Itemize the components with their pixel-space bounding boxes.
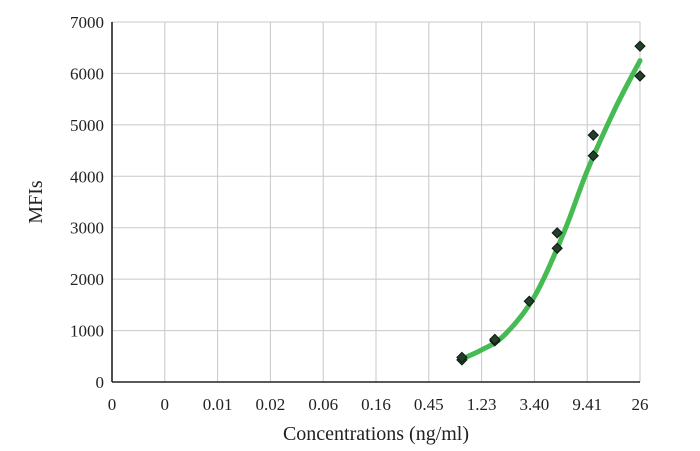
x-tick-label: 0.01 xyxy=(203,395,233,414)
x-tick-label: 0.45 xyxy=(414,395,444,414)
data-point xyxy=(634,40,646,52)
data-point xyxy=(551,227,563,239)
y-tick-labels: 0 1000 2000 3000 4000 5000 6000 7000 xyxy=(70,13,104,392)
y-tick-label: 3000 xyxy=(70,219,104,238)
x-tick-label: 9.41 xyxy=(572,395,602,414)
y-tick-label: 4000 xyxy=(70,167,104,186)
x-tick-label: 3.40 xyxy=(520,395,550,414)
x-axis-title: Concentrations (ng/ml) xyxy=(283,423,469,445)
x-tick-label: 1.23 xyxy=(467,395,497,414)
x-tick-label: 0.16 xyxy=(361,395,391,414)
x-tick-label: 26 xyxy=(632,395,649,414)
data-point xyxy=(587,129,599,141)
y-tick-label: 6000 xyxy=(70,64,104,83)
data-point xyxy=(634,70,646,82)
y-tick-label: 2000 xyxy=(70,270,104,289)
data-points xyxy=(456,40,646,366)
data-point xyxy=(456,351,468,364)
data-point xyxy=(489,333,501,346)
x-tick-label: 0 xyxy=(161,395,170,414)
data-point xyxy=(551,242,563,254)
y-axis-title: MFIs xyxy=(25,180,47,224)
fit-curve-group xyxy=(459,58,643,362)
fit-curve xyxy=(459,58,643,362)
y-tick-label: 1000 xyxy=(70,322,104,341)
y-tick-label: 0 xyxy=(96,373,105,392)
grid xyxy=(112,21,641,382)
x-tick-label: 0.06 xyxy=(308,395,338,414)
x-tick-labels: 0 0 0.01 0.02 0.06 0.16 0.45 1.23 3.40 9.41 26 xyxy=(108,395,649,414)
y-tick-label: 5000 xyxy=(70,116,104,135)
axes xyxy=(111,22,640,383)
y-tick-label: 7000 xyxy=(70,13,104,32)
x-tick-label: 0 xyxy=(108,395,117,414)
data-point xyxy=(523,295,535,307)
x-tick-label: 0.02 xyxy=(256,395,286,414)
data-point xyxy=(587,150,599,162)
